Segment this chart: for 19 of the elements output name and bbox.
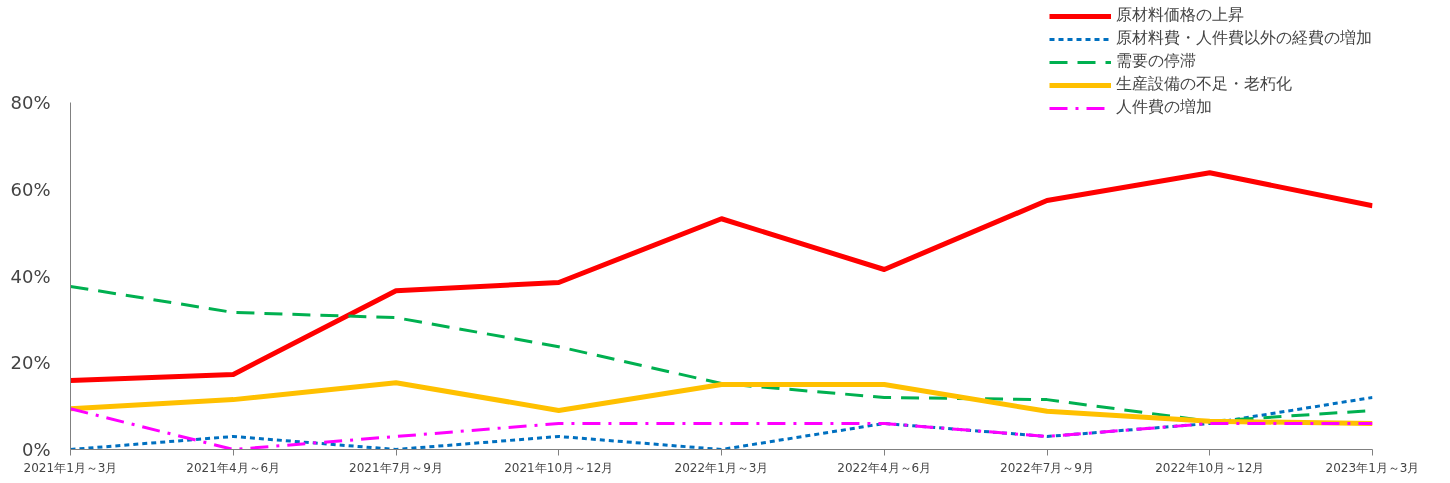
x-tick-label: 2022年1月～3月 (674, 460, 769, 475)
legend-label: 生産設備の不足・老朽化 (1116, 74, 1292, 95)
legend-label: 需要の停滞 (1116, 51, 1196, 72)
x-tick-label: 2022年7月～9月 (1000, 460, 1094, 475)
y-tick-label: 40% (10, 265, 51, 287)
y-tick-label: 80% (10, 92, 51, 113)
legend-label: 人件費の増加 (1116, 97, 1212, 118)
x-tick-label: 2021年7月～9月 (349, 460, 443, 475)
legend-label: 原材料費・人件費以外の経費の増加 (1116, 28, 1372, 49)
x-tick-label: 2021年10月～12月 (504, 460, 614, 475)
x-tick-label: 2021年1月～3月 (23, 460, 118, 475)
legend-label: 原材料価格の上昇 (1116, 5, 1244, 26)
y-tick-label: 20% (10, 352, 51, 374)
x-tick-label: 2022年4月～6月 (837, 460, 932, 475)
y-tick-label: 0% (21, 439, 51, 460)
y-tick-label: 60% (10, 178, 51, 200)
x-tick-label: 2023年1月～3月 (1325, 460, 1420, 475)
x-tick-label: 2021年4月～6月 (186, 460, 281, 475)
x-tick-label: 2022年10月～12月 (1155, 460, 1265, 475)
